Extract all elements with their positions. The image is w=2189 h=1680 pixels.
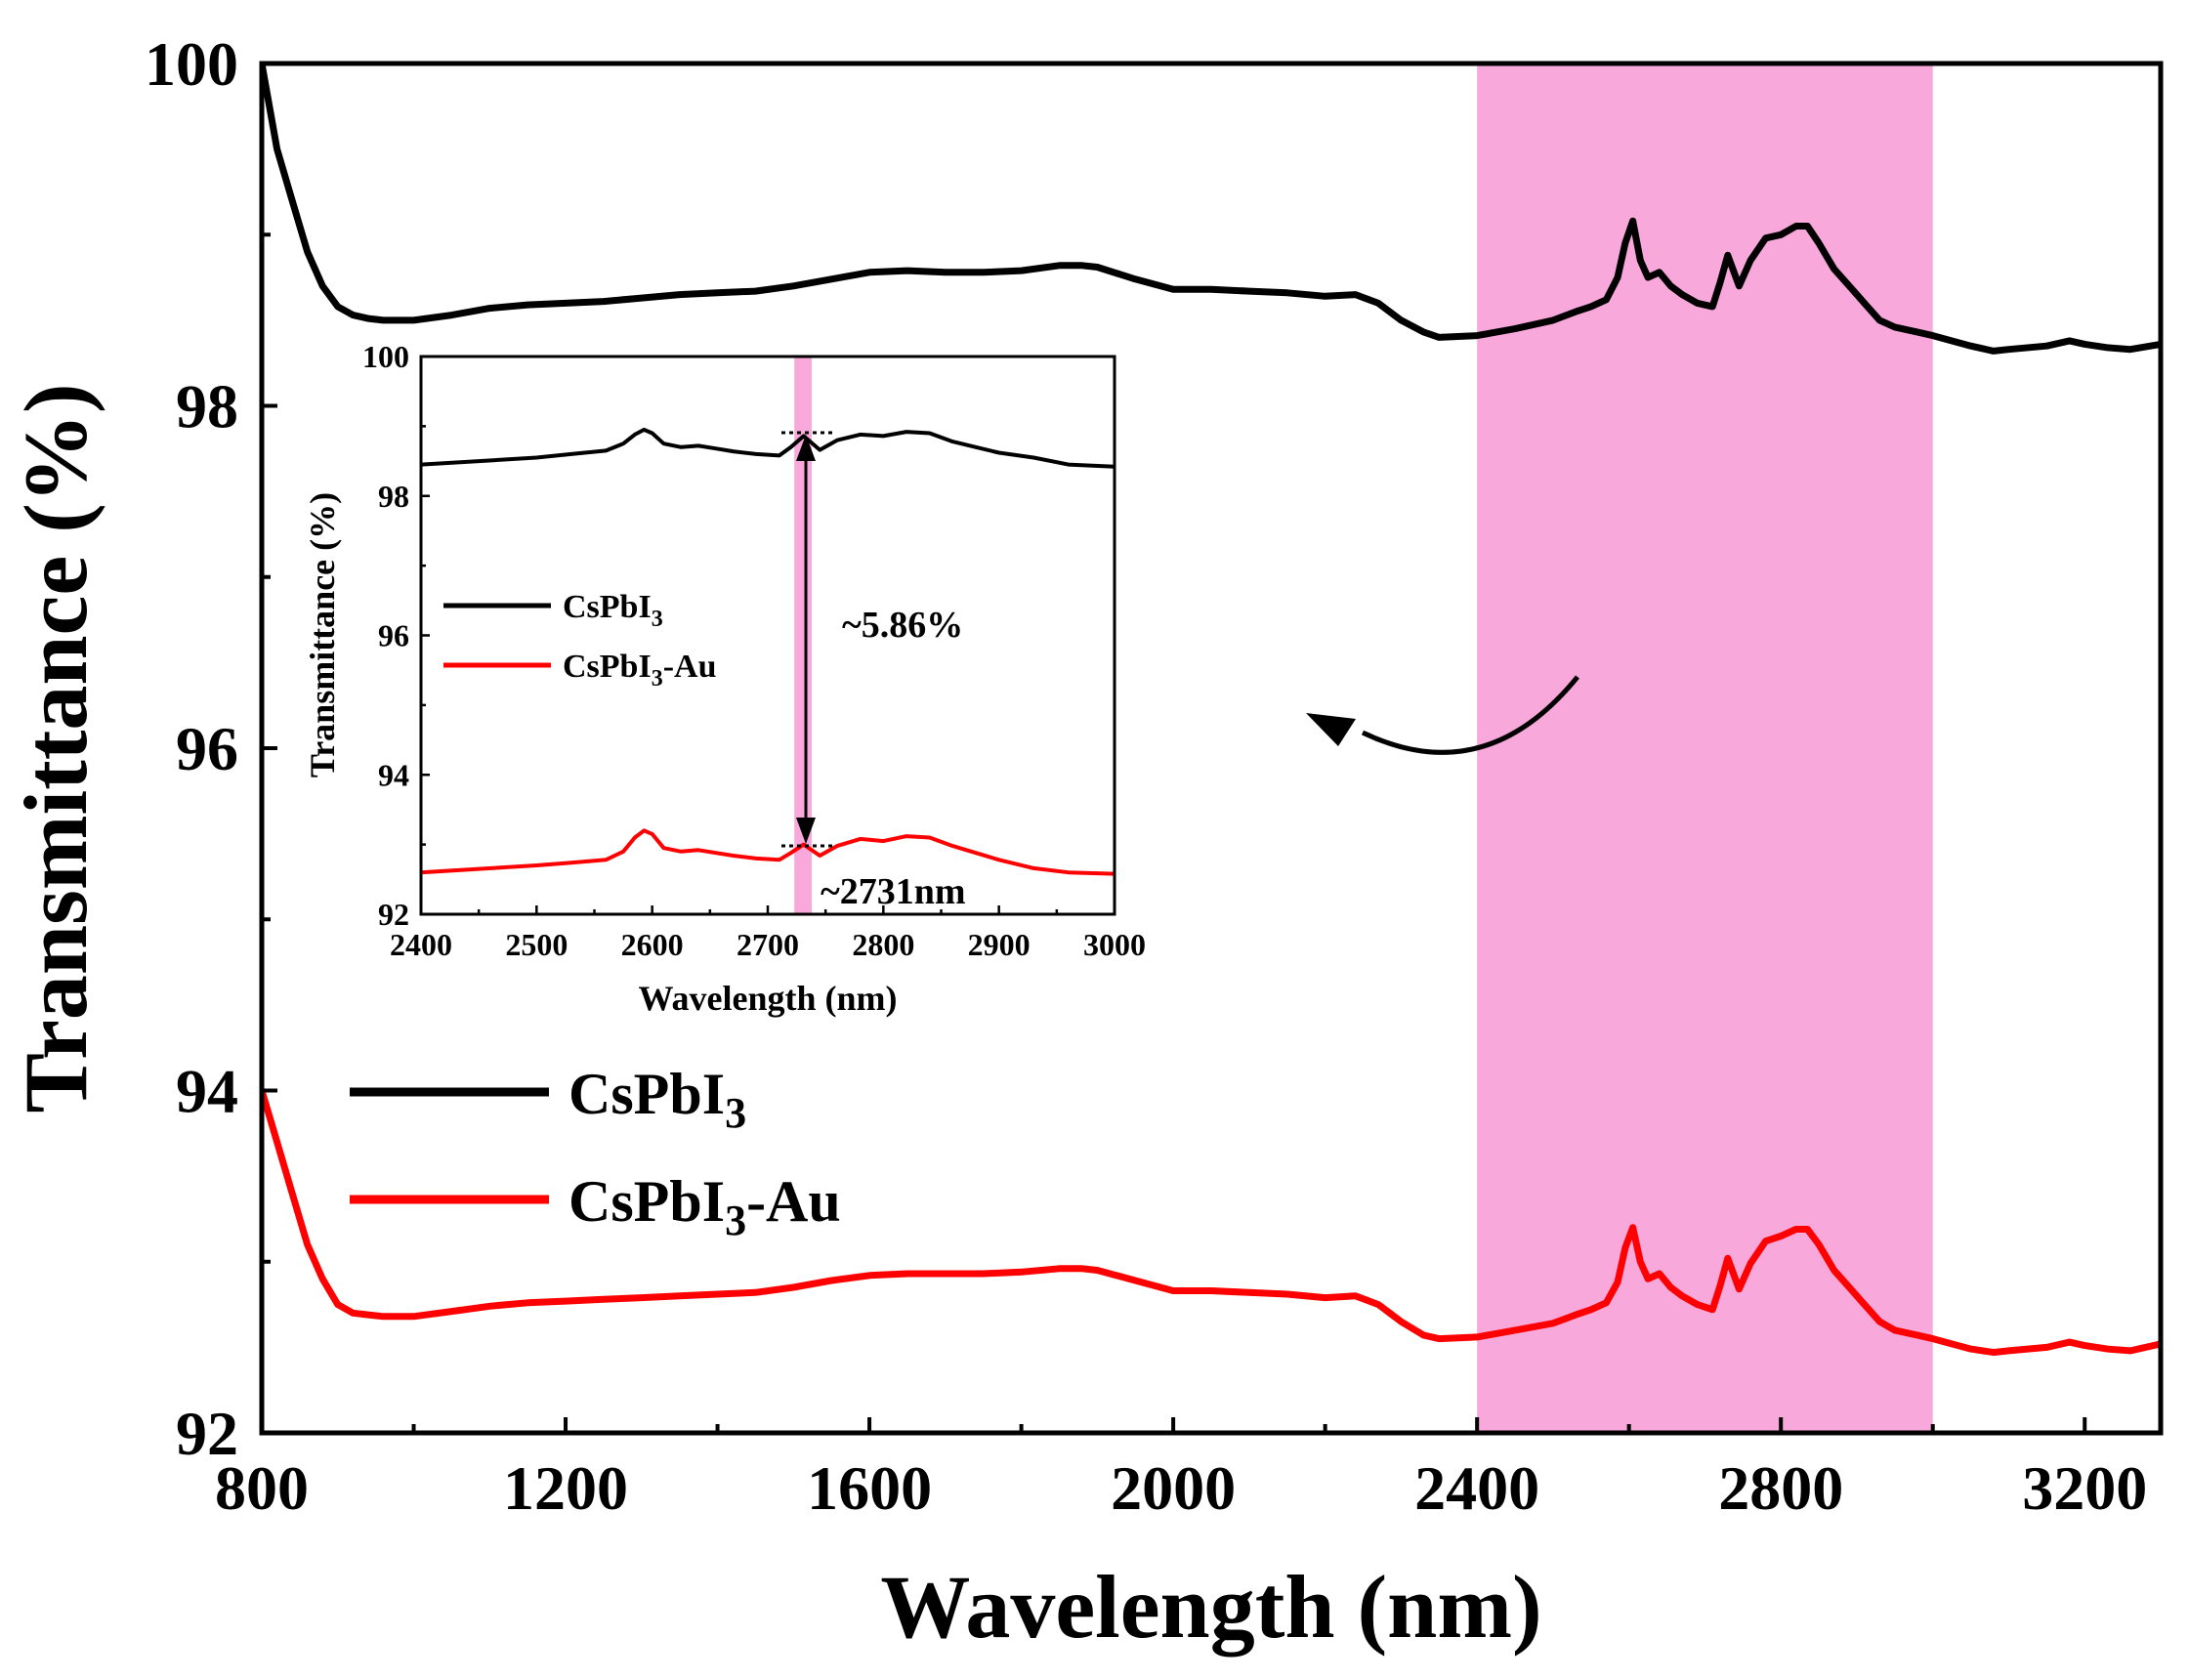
main-x-tick-label: 2000 [1111, 1453, 1236, 1523]
inset-legend-label-cspbi3-au: CsPbI3-Au [563, 649, 717, 692]
inset-background [421, 357, 1115, 914]
inset-x-tick-label: 3000 [1083, 927, 1146, 962]
main-y-tick-label: 94 [176, 1057, 238, 1126]
main-y-axis-title: Transmittance (%) [6, 384, 105, 1113]
curved-arrow-head-icon [1306, 713, 1356, 746]
main-y-ticks: 92 94 96 98 100 [145, 29, 277, 1468]
main-y-tick-label: 92 [176, 1399, 238, 1468]
inset-x-tick-label: 2500 [505, 927, 568, 962]
main-x-tick-label: 2800 [1718, 1453, 1843, 1523]
main-x-ticks: 800 1200 1600 2000 2400 2800 3200 [215, 1417, 2147, 1523]
curved-arrow-path [1361, 675, 1579, 755]
main-panel: 800 1200 1600 2000 2400 2800 3200 92949698100 … [6, 29, 2164, 1657]
main-x-tick-label: 800 [215, 1453, 309, 1523]
main-legend-label-cspbi3-au: CsPbI3-Au [568, 1169, 841, 1244]
inset-x-tick-label: 2400 [390, 927, 452, 962]
inset-legend-label-cspbi3: CsPbI3 [563, 589, 663, 632]
inset-x-tick-label: 2900 [968, 927, 1031, 962]
inset-x-tick-label: 2800 [852, 927, 914, 962]
inset-highlight-band [794, 357, 812, 914]
main-x-tick-label: 2400 [1414, 1453, 1539, 1523]
inset-y-ticks: 92 94 96 98 100 [362, 339, 430, 932]
main-series-cspbi3-line [262, 63, 2161, 355]
inset-y-tick-label: 92 [378, 897, 409, 932]
main-x-tick-label: 1600 [807, 1453, 932, 1523]
inset-x-axis-title: Wavelength (nm) [639, 979, 898, 1018]
inset-legend: CsPbI3 CsPbI3-Au [443, 589, 717, 692]
inset-arrow-up-icon [796, 435, 816, 461]
inset-series-cspbi3-line [421, 427, 1115, 469]
inset-series-group [421, 427, 1115, 876]
inset-y-tick-label: 98 [378, 479, 409, 514]
main-series-cspbi3-au-line [262, 1087, 2161, 1357]
inset-x-ticks: 2400 2500 2600 2700 2800 2900 3000 [390, 905, 1146, 962]
main-y-tick-label: 96 [176, 714, 238, 783]
main-x-tick-label: 3200 [2022, 1453, 2147, 1523]
main-y-tick-label: 98 [176, 372, 238, 441]
main-x-tick-label: 1200 [503, 1453, 628, 1523]
main-legend-label-cspbi3: CsPbI3 [568, 1062, 746, 1137]
inset-y-tick-label: 96 [378, 618, 409, 653]
inset-y-tick-label: 94 [378, 757, 409, 792]
inset-x-tick-label: 2600 [621, 927, 684, 962]
main-x-axis-title: Wavelength (nm) [880, 1557, 1541, 1657]
main-series-group [262, 63, 2161, 1357]
main-highlight-band [1477, 63, 1933, 1433]
inset-y-axis-title: Transmittance (%) [303, 492, 342, 777]
inset-measurement: ~5.86% ~2731nm [781, 431, 966, 912]
inset-annotation-wavelength: ~2731nm [821, 871, 966, 912]
inset-y-tick-label: 100 [362, 339, 409, 374]
inset-x-tick-label: 2700 [737, 927, 799, 962]
main-y-tick-label: 100 [145, 29, 238, 99]
inset-panel: 2400 2500 2600 2700 2800 2900 3000 92 94 96 98 100… [303, 339, 1146, 1018]
inset-series-cspbi3-au-line [421, 828, 1115, 876]
main-legend: CsPbI3 CsPbI3-Au [350, 1062, 841, 1244]
curved-arrow [1306, 675, 1579, 755]
inset-arrow-down-icon [796, 818, 816, 844]
inset-annotation-percent: ~5.86% [842, 605, 963, 646]
